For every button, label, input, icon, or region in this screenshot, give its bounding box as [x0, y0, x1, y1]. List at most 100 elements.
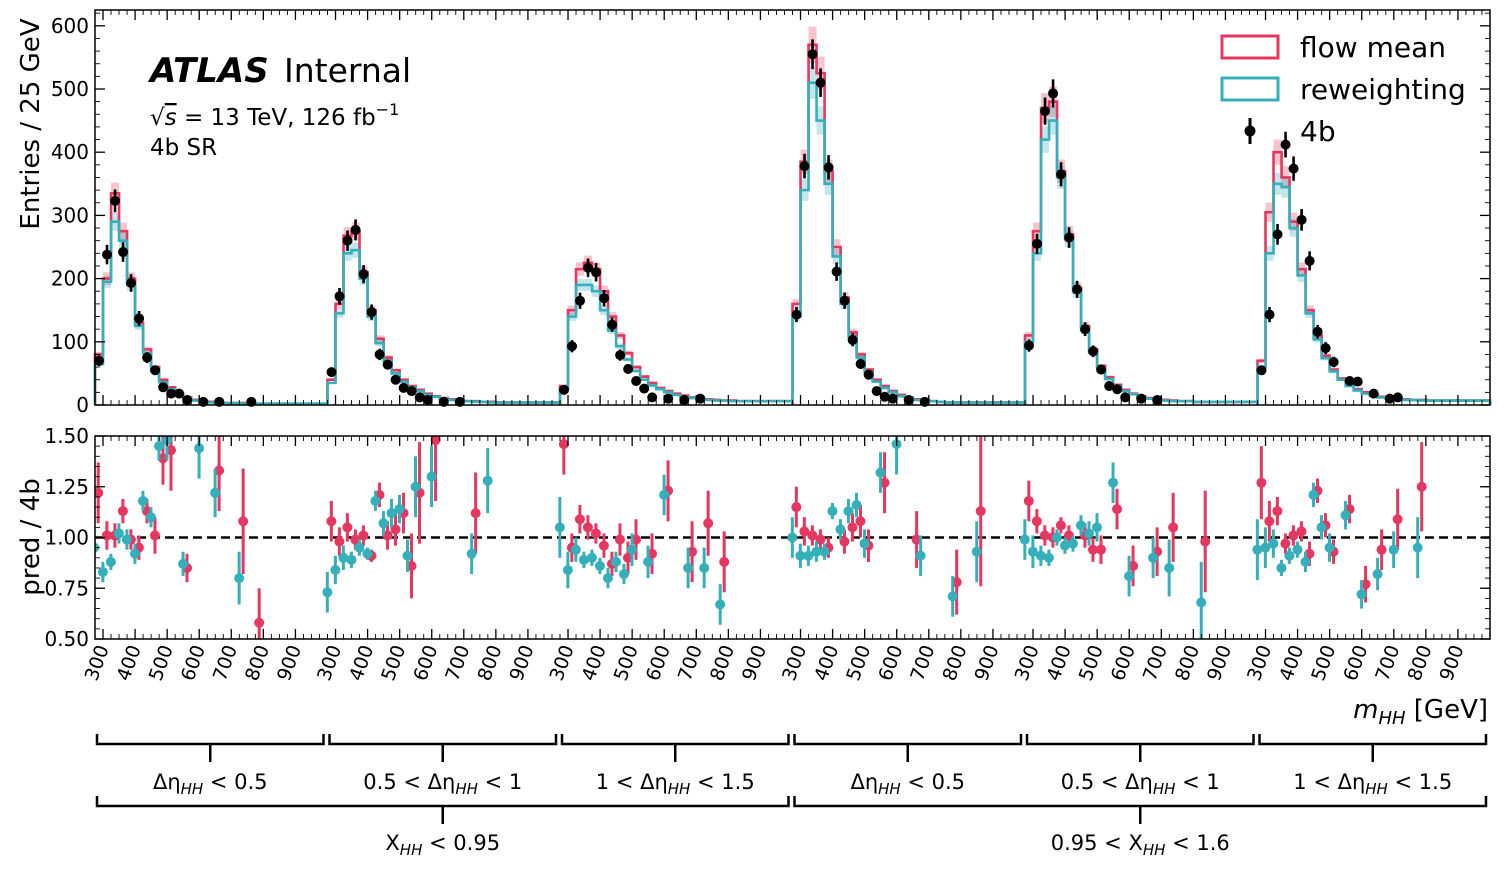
data-point	[1296, 214, 1307, 225]
ratio-point-flow	[719, 556, 730, 567]
x-tick-label: 900	[738, 642, 771, 684]
data-point	[1264, 309, 1275, 320]
x-tick-label: 400	[1275, 642, 1308, 684]
data-point	[823, 162, 834, 173]
y-tick-label: 300	[51, 203, 89, 227]
ratio-point-reweighting	[426, 471, 437, 482]
lumi-exponent: −1	[376, 100, 400, 119]
xhh-bracket-label-pre: X	[385, 831, 399, 855]
x-tick-label: 700	[1371, 642, 1404, 684]
ratio-point-reweighting	[1108, 477, 1119, 488]
deta-bracket-label-post: < 0.5	[203, 770, 267, 794]
ratio-point-flow	[975, 506, 986, 517]
ratio-point-reweighting	[851, 500, 862, 511]
x-axis-label-unit: [GeV]	[1406, 695, 1488, 725]
x-tick-label: 600	[177, 642, 210, 684]
deta-bracket-label-sub: HH	[1153, 780, 1176, 798]
data-point	[1120, 392, 1131, 403]
data-point	[1392, 392, 1403, 403]
deta-bracket-label-pre: Δη	[153, 770, 181, 794]
ratio-point-reweighting	[811, 546, 822, 557]
ratio-point-flow	[149, 530, 160, 541]
step-reweighting-3	[791, 81, 1027, 405]
ratio-point-flow	[1023, 495, 1034, 506]
data-point	[1080, 324, 1091, 335]
data-point	[815, 77, 826, 88]
deta-bracket-label-post: < 0.5	[901, 770, 965, 794]
ratio-point-reweighting	[715, 599, 726, 610]
ratio-point-reweighting	[178, 558, 189, 569]
data-point	[591, 267, 602, 278]
x-tick-label: 800	[473, 642, 506, 684]
ratio-point-reweighting	[787, 532, 798, 543]
x-tick-label: 800	[1403, 642, 1436, 684]
data-point	[390, 374, 401, 385]
ratio-point-reweighting	[113, 528, 124, 539]
ratio-point-flow	[1168, 522, 1179, 533]
data-point	[358, 269, 369, 280]
ratio-point-flow	[1376, 544, 1387, 555]
ratio-point-flow	[598, 540, 609, 551]
x-axis-label-m: m	[1353, 695, 1378, 725]
data-point	[1256, 365, 1267, 376]
x-tick-label: 700	[906, 642, 939, 684]
ratio-point-reweighting	[602, 573, 613, 584]
deta-bracket-label-pre: Δη	[850, 770, 878, 794]
deta-bracket-label-sub: HH	[181, 780, 204, 798]
data-point	[1320, 343, 1331, 354]
data-point	[1384, 393, 1395, 404]
data-point	[887, 393, 898, 404]
x-tick-label: 600	[1107, 642, 1140, 684]
ratio-point-flow	[1272, 506, 1283, 517]
step-reweighting-2	[558, 283, 794, 405]
ratio-point-flow	[1288, 530, 1299, 541]
data-point	[1368, 388, 1379, 399]
data-point	[182, 394, 193, 405]
legend-reweighting-label: reweighting	[1300, 73, 1466, 106]
ratio-point-reweighting	[971, 546, 982, 557]
y-tick-label: 1.25	[44, 475, 89, 499]
ratio-point-reweighting	[1268, 538, 1279, 549]
ratio-point-flow	[847, 522, 858, 533]
deta-bracket-label-pre: 1 < Δη	[596, 770, 668, 794]
deta-bracket-label-pre: 0.5 < Δη	[1061, 770, 1153, 794]
data-point	[1312, 326, 1323, 337]
ratio-point-flow	[1280, 538, 1291, 549]
data-point	[831, 266, 842, 277]
ratio-point-reweighting	[1075, 520, 1086, 531]
ratio-point-reweighting	[570, 544, 581, 555]
data-point	[1272, 229, 1283, 240]
y-tick-label: 1.50	[44, 424, 89, 448]
ratio-point-flow	[791, 502, 802, 513]
ratio-point-flow	[350, 534, 361, 545]
data-point	[839, 295, 850, 306]
energy-text: = 13 TeV, 126 fb	[177, 105, 376, 131]
ratio-point-reweighting	[194, 443, 205, 454]
data-point	[166, 388, 177, 399]
deta-bracket	[1025, 734, 1255, 746]
deta-bracket-label-sub: HH	[878, 780, 901, 798]
data-point	[903, 394, 914, 405]
data-point	[1096, 364, 1107, 375]
ratio-points	[95, 436, 1427, 639]
x-tick-label: 500	[610, 642, 643, 684]
deta-bracket-label: 1 < ΔηHH < 1.5	[1293, 770, 1452, 798]
ratio-point-flow	[614, 534, 625, 545]
deta-bracket	[793, 734, 1023, 746]
top-panel: 0 100 200 300 400 500 600	[51, 9, 1492, 417]
x-tick-label: 500	[1307, 642, 1340, 684]
deta-bracket-label-sub: HH	[668, 780, 691, 798]
data-point	[647, 392, 658, 403]
ratio-point-reweighting	[1260, 542, 1271, 553]
x-tick-label: 900	[971, 642, 1004, 684]
data-point	[799, 161, 810, 172]
data-point	[102, 249, 113, 260]
ratio-point-reweighting	[234, 573, 245, 584]
ratio-point-flow	[911, 534, 922, 545]
data-point	[1304, 255, 1315, 266]
s-symbol: s	[165, 105, 177, 131]
ratio-point-reweighting	[1316, 522, 1327, 533]
ratio-point-reweighting	[410, 481, 421, 492]
ratio-point-reweighting	[322, 587, 333, 598]
